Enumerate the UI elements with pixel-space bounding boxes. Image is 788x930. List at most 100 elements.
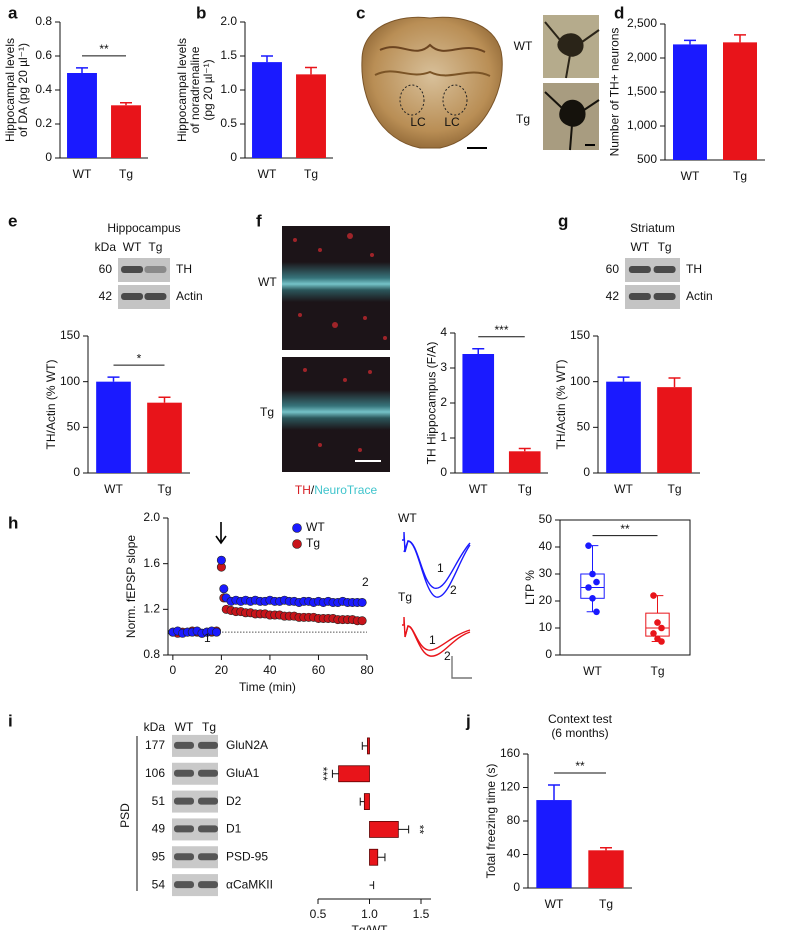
data-point (212, 627, 222, 637)
panel-label: h (8, 513, 18, 532)
y-tick-label: 0 (45, 150, 52, 164)
y-tick-label: 40 (539, 539, 553, 553)
error-bar (369, 881, 375, 890)
bar (536, 800, 572, 888)
y-tick-label: 2.0 (143, 510, 160, 524)
y-tick-label: 160 (500, 746, 520, 760)
y-tick-label: 2.0 (220, 14, 237, 28)
y-tick-label: 0.6 (35, 48, 52, 62)
y-tick-label: 1,000 (627, 118, 657, 132)
y-tick-label: 1.2 (143, 602, 160, 616)
x-tick-label: 40 (263, 663, 277, 677)
data-point (219, 584, 229, 594)
blot-band (174, 797, 194, 805)
y-axis-label: (pg 20 µl⁻¹) (201, 59, 215, 120)
data-point (650, 592, 657, 599)
bar (111, 105, 141, 158)
x-tick-label: WT (73, 167, 92, 181)
panel-label: c (356, 3, 365, 22)
trace-label: 1 (429, 633, 436, 647)
y-axis-label: TH/Actin (% WT) (44, 360, 58, 450)
data-point (593, 578, 600, 586)
significance-label: *** (494, 323, 508, 337)
y-axis-label: TH/Actin (% WT) (554, 360, 568, 450)
x-axis-label: Time (min) (239, 680, 296, 694)
stain-caption: TH/NeuroTrace (295, 483, 378, 497)
x-tick-label: Tg (733, 169, 747, 183)
y-tick-label: 0 (73, 465, 80, 479)
error-bar (734, 34, 746, 43)
lc-label: LC (444, 115, 460, 129)
annotation: 2 (362, 575, 369, 589)
blot-band (653, 266, 676, 273)
x-tick-label: Tg (667, 482, 681, 496)
y-tick-label: 10 (539, 620, 553, 634)
kda-header: kDa (144, 720, 166, 734)
data-point (357, 616, 367, 626)
blot-band (198, 825, 218, 833)
protein-label: GluA1 (226, 766, 260, 780)
error-bar (617, 376, 630, 382)
error-bar (377, 853, 386, 862)
bar (252, 62, 282, 159)
bar (338, 765, 370, 783)
trace-label: 2 (444, 649, 451, 663)
blot-band (653, 293, 676, 300)
blot-band (628, 266, 651, 273)
row-label: Tg (398, 590, 412, 604)
blot-strip (172, 874, 218, 897)
y-tick-label: 0 (583, 465, 590, 479)
error-bar (76, 67, 88, 73)
row-label: Tg (516, 112, 530, 126)
blot-band (628, 293, 651, 300)
blot-band (174, 769, 194, 777)
panel-label: b (196, 3, 206, 22)
error-bar (331, 769, 339, 778)
significance-label: ** (99, 42, 109, 56)
error-bar (600, 847, 612, 851)
bar (369, 821, 399, 838)
blot-band (198, 881, 218, 889)
x-tick-label: Tg (157, 482, 171, 496)
y-tick-label: 150 (570, 328, 590, 342)
x-axis-label: Tg/WT (352, 923, 389, 930)
error-bar (305, 66, 317, 75)
x-tick-label: 1.0 (361, 907, 378, 921)
y-tick-label: 80 (507, 813, 521, 827)
data-point (589, 570, 596, 578)
y-axis-label: Hippocampal levels (3, 38, 17, 142)
data-point (357, 597, 367, 607)
y-tick-label: 1.5 (220, 48, 237, 62)
chart-title: Context test (548, 712, 613, 726)
y-tick-label: 100 (570, 374, 590, 388)
kda-label: 60 (99, 262, 113, 276)
panel-label: i (8, 711, 13, 730)
panel-label: a (8, 3, 18, 22)
y-axis-label: TH Hippocampus (F/A) (424, 342, 438, 465)
protein-label: D1 (226, 822, 242, 836)
x-tick-label: Tg (518, 482, 532, 496)
panel-label: d (614, 3, 624, 22)
y-axis-label: Number of TH+ neurons (608, 28, 622, 157)
chart-title: (6 months) (551, 726, 608, 740)
x-tick-label: 1.5 (413, 907, 430, 921)
protein-label: PSD-95 (226, 849, 268, 863)
protein-label: Actin (176, 289, 203, 303)
lane-label: Tg (148, 240, 162, 254)
protein-label: TH (686, 262, 702, 276)
y-tick-label: 0.5 (220, 116, 237, 130)
kda-label: 51 (152, 794, 166, 808)
bar (462, 354, 495, 473)
panel-label: f (256, 211, 262, 230)
x-tick-label: WT (614, 482, 633, 496)
y-axis-label: Norm. fEPSP slope (124, 535, 138, 638)
protein-label: Actin (686, 289, 713, 303)
bar (588, 850, 624, 888)
y-tick-label: 0 (545, 647, 552, 661)
error-bar (518, 447, 531, 452)
protein-label: GluN2A (226, 738, 268, 752)
row-label: WT (514, 39, 533, 53)
x-tick-label: WT (258, 167, 277, 181)
y-tick-label: 50 (67, 420, 81, 434)
error-bar (548, 784, 560, 801)
